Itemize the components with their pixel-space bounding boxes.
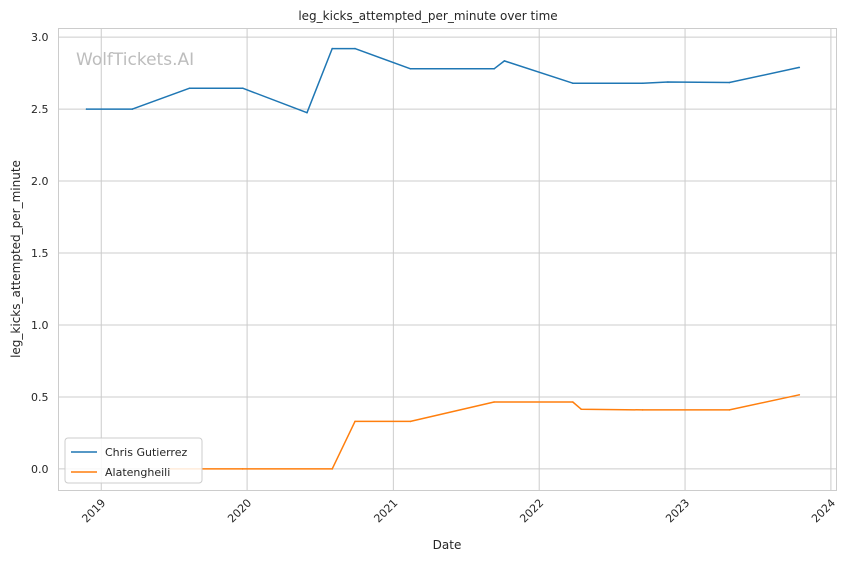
data-point bbox=[241, 468, 244, 470]
data-point bbox=[85, 108, 88, 110]
y-tick-label: 1.0 bbox=[31, 319, 49, 332]
legend: Chris Gutierrez Alatengheili bbox=[64, 437, 203, 484]
legend-label-series-2: Alatengheili bbox=[105, 466, 170, 479]
data-point bbox=[409, 420, 412, 423]
data-point bbox=[188, 87, 191, 89]
legend-label-series-1: Chris Gutierrez bbox=[105, 446, 187, 459]
data-point bbox=[503, 60, 506, 62]
y-tick-label: 2.0 bbox=[31, 175, 49, 188]
data-point bbox=[667, 81, 669, 83]
data-point bbox=[241, 87, 244, 89]
y-tick-label: 0.5 bbox=[31, 391, 49, 404]
data-point bbox=[641, 409, 644, 411]
data-point bbox=[354, 47, 356, 50]
plot-frame bbox=[58, 28, 837, 491]
y-tick-label: 3.0 bbox=[31, 31, 49, 44]
data-point bbox=[409, 68, 412, 70]
data-point bbox=[493, 401, 495, 403]
y-tick-label: 2.5 bbox=[31, 103, 49, 116]
y-axis-label: leg_kicks_attempted_per_minute bbox=[9, 160, 23, 358]
data-point bbox=[354, 420, 356, 423]
y-tick-label: 1.5 bbox=[31, 247, 49, 260]
data-point bbox=[728, 409, 731, 411]
legend-box bbox=[64, 437, 203, 484]
x-axis-label: Date bbox=[433, 538, 462, 552]
grid bbox=[58, 28, 837, 491]
data-point bbox=[641, 82, 644, 84]
y-tick-labels: 0.0 0.5 1.0 1.5 2.0 2.5 3.0 bbox=[31, 31, 49, 476]
data-point bbox=[493, 68, 495, 70]
series-layer bbox=[85, 47, 801, 470]
data-point bbox=[331, 47, 334, 50]
series-1 bbox=[85, 47, 801, 114]
data-point bbox=[798, 394, 801, 396]
data-point bbox=[728, 81, 731, 84]
chart-title: leg_kicks_attempted_per_minute over time bbox=[298, 9, 557, 23]
y-tick-label: 0.0 bbox=[31, 463, 49, 476]
data-point bbox=[580, 408, 582, 411]
data-point bbox=[572, 82, 574, 84]
data-point bbox=[306, 111, 308, 114]
data-point bbox=[798, 66, 801, 69]
data-point bbox=[131, 108, 134, 110]
data-point bbox=[331, 468, 334, 470]
data-point bbox=[572, 401, 574, 403]
watermark: WolfTickets.AI bbox=[76, 50, 194, 70]
